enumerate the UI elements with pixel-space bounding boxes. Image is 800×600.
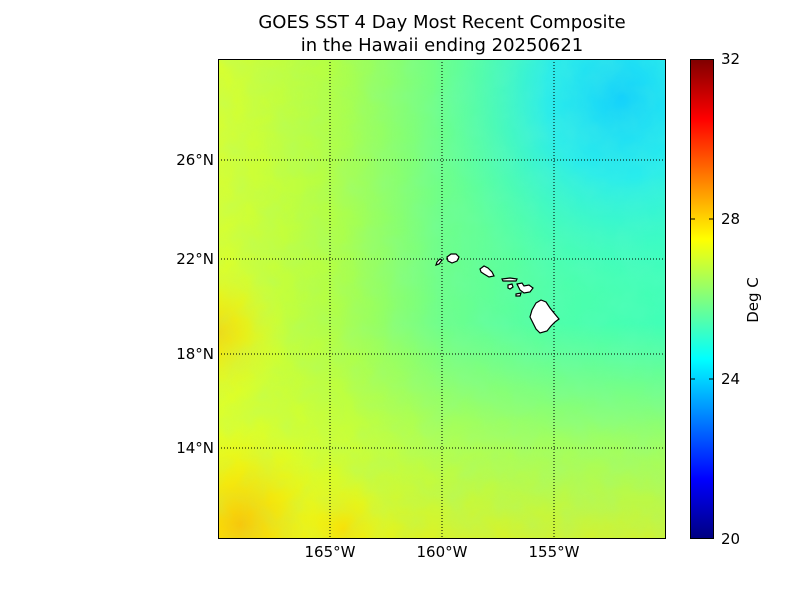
lat-label-14n: 14°N bbox=[176, 439, 214, 457]
colorbar-units-label: Deg C bbox=[744, 277, 762, 323]
colorbar-tick-label-20: 20 bbox=[721, 530, 741, 548]
colorbar-gradient bbox=[690, 59, 714, 539]
kahoolawe-island bbox=[515, 292, 522, 297]
colorbar-tick-label-32: 32 bbox=[721, 50, 741, 68]
map-frame bbox=[218, 59, 666, 539]
lat-label-18n: 18°N bbox=[176, 345, 214, 363]
colorbar bbox=[690, 59, 714, 539]
colorbar-tick-label-24: 24 bbox=[721, 370, 741, 388]
sst-map-svg bbox=[218, 59, 666, 539]
maui-island bbox=[516, 282, 534, 294]
oahu-island bbox=[479, 265, 495, 278]
sst-map-panel bbox=[218, 59, 666, 539]
map-title-line-2: in the Hawaii ending 20250621 bbox=[300, 35, 584, 56]
big-island bbox=[529, 299, 560, 334]
lon-label-155w: 155°W bbox=[528, 543, 580, 561]
lanai-island bbox=[507, 283, 514, 290]
molokai-island bbox=[501, 277, 518, 282]
lon-label-165w: 165°W bbox=[304, 543, 356, 561]
lon-label-160w: 160°W bbox=[416, 543, 468, 561]
colorbar-frame bbox=[690, 59, 714, 539]
colorbar-tick-label-28: 28 bbox=[721, 210, 741, 228]
lat-label-26n: 26°N bbox=[176, 151, 214, 169]
niihau-island bbox=[435, 258, 443, 266]
map-title-line-1: GOES SST 4 Day Most Recent Composite bbox=[258, 12, 626, 33]
kauai-island bbox=[446, 253, 460, 264]
lat-label-22n: 22°N bbox=[176, 250, 214, 268]
hawaiian-islands bbox=[435, 253, 560, 334]
gridlines bbox=[218, 59, 666, 539]
